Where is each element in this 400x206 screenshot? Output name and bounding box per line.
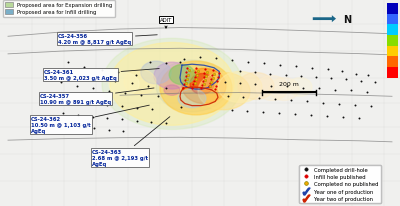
Bar <box>387 25 398 36</box>
Ellipse shape <box>156 61 228 112</box>
Ellipse shape <box>124 70 156 95</box>
Ellipse shape <box>269 78 299 101</box>
Bar <box>387 36 398 47</box>
Text: CS-24-357
10.90 m @ 891 g/t AgEq: CS-24-357 10.90 m @ 891 g/t AgEq <box>40 89 154 104</box>
Ellipse shape <box>110 43 234 126</box>
Text: 200 m: 200 m <box>279 82 299 87</box>
Bar <box>387 57 398 68</box>
Ellipse shape <box>164 85 180 96</box>
Ellipse shape <box>160 62 232 115</box>
Ellipse shape <box>198 73 250 110</box>
Ellipse shape <box>190 74 214 95</box>
Text: CS-24-356
4.20 m @ 8,817 g/t AgEq: CS-24-356 4.20 m @ 8,817 g/t AgEq <box>58 34 157 44</box>
Bar <box>387 4 398 15</box>
Text: ADIT: ADIT <box>160 18 172 29</box>
Ellipse shape <box>154 63 190 90</box>
Text: CS-24-362
10.50 m @ 1,103 g/t
AgEq: CS-24-362 10.50 m @ 1,103 g/t AgEq <box>31 106 149 133</box>
Text: CS-24-363
2.68 m @ 2,193 g/t
AgEq: CS-24-363 2.68 m @ 2,193 g/t AgEq <box>92 117 170 166</box>
Bar <box>387 47 398 57</box>
Legend: Completed drill-hole, Infill hole published, Completed no published, Year one of: Completed drill-hole, Infill hole publis… <box>300 165 381 203</box>
Ellipse shape <box>102 39 242 130</box>
Ellipse shape <box>182 69 226 104</box>
Text: N: N <box>343 15 351 25</box>
Bar <box>387 15 398 25</box>
Ellipse shape <box>169 65 195 85</box>
Text: CS-24-361
3.50 m @ 2,023 g/t AgEq: CS-24-361 3.50 m @ 2,023 g/t AgEq <box>44 69 159 81</box>
Ellipse shape <box>256 76 288 101</box>
Ellipse shape <box>288 78 312 97</box>
Ellipse shape <box>218 72 262 103</box>
Ellipse shape <box>238 73 274 100</box>
Ellipse shape <box>178 90 206 108</box>
Bar <box>387 68 398 78</box>
Ellipse shape <box>109 73 139 96</box>
Ellipse shape <box>141 62 171 84</box>
